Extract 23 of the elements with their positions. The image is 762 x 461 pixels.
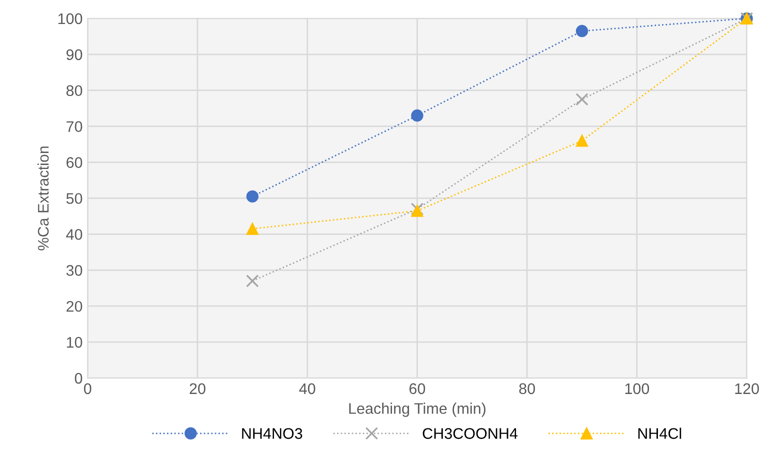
- y-tick-label: 40: [66, 229, 82, 240]
- y-tick-label: 0: [74, 372, 82, 384]
- y-tick-label: 60: [66, 157, 82, 168]
- y-tick-label: 10: [66, 336, 82, 348]
- y-tick-label: 100: [58, 13, 82, 24]
- y-tick-label: 50: [66, 193, 82, 204]
- y-tick-label: 90: [66, 49, 82, 60]
- legend-label: NH4NO3: [242, 428, 302, 439]
- x-tick-label: 80: [519, 383, 535, 394]
- x-tick-label: 0: [84, 383, 92, 394]
- y-tick-label: 80: [66, 85, 82, 96]
- x-tick-label: 100: [625, 383, 650, 394]
- legend-label: NH4Cl: [638, 428, 682, 439]
- y-tick-label: 30: [66, 265, 82, 276]
- legend-label: CH3COONH4: [422, 428, 518, 439]
- y-axis-title: %Ca Extraction: [37, 146, 49, 250]
- y-tick-label: 20: [66, 300, 82, 312]
- x-axis-title: Leaching Time (min): [349, 402, 486, 417]
- x-tick-label: 40: [299, 383, 316, 394]
- x-tick-label: 60: [409, 383, 426, 394]
- y-tick-label: 70: [66, 121, 82, 132]
- x-tick-label: 20: [190, 383, 206, 394]
- x-tick-label: 120: [735, 383, 759, 394]
